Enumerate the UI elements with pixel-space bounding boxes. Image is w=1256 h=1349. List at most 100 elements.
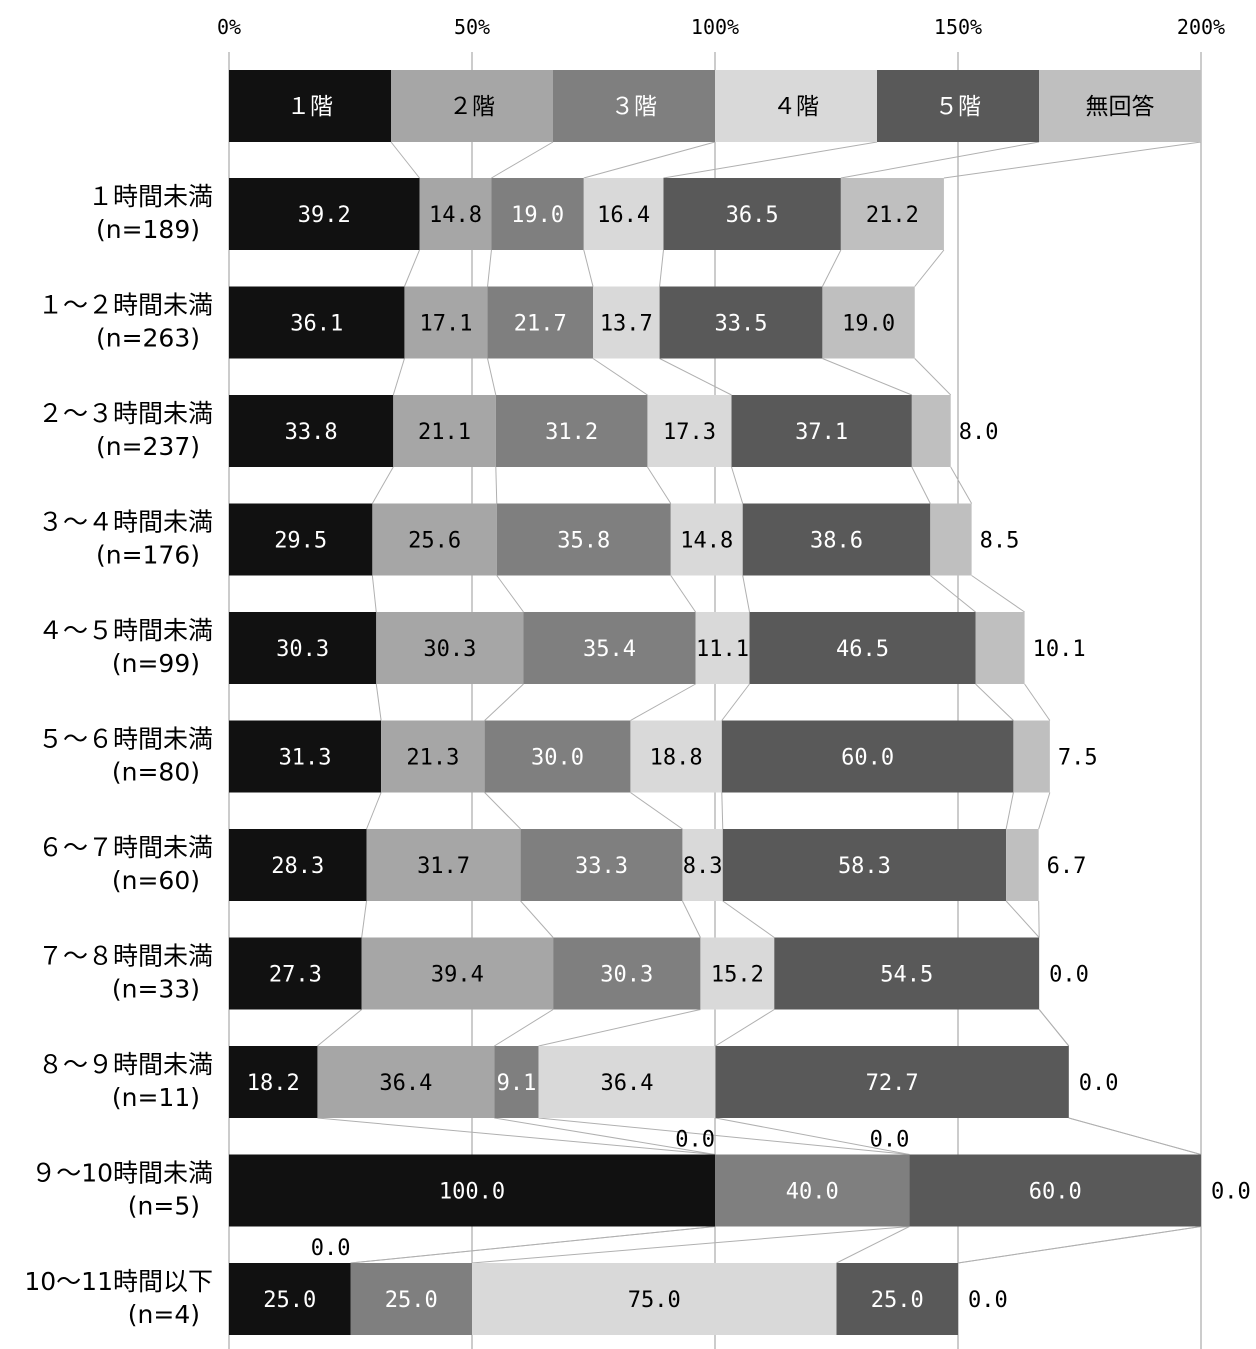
data-label: 35.8 [557, 529, 610, 554]
connector-line [836, 1226, 910, 1264]
bar-segment [822, 286, 915, 359]
row-label: ７～８時間未満 [38, 942, 213, 971]
bar-segment [376, 612, 524, 684]
bar-segment [840, 178, 944, 250]
data-label: 19.0 [511, 203, 564, 228]
data-label: 18.8 [650, 746, 703, 771]
connector-line [317, 1117, 716, 1155]
data-label: 54.5 [880, 963, 933, 988]
connector-line [592, 358, 648, 396]
row-sample-size: (n=176) [96, 541, 200, 570]
row-label: ３～４時間未満 [38, 508, 213, 537]
legend-swatch [391, 70, 553, 142]
connector-line [403, 249, 420, 287]
data-label: 58.3 [838, 854, 891, 879]
data-label: 38.6 [810, 529, 863, 554]
bar-segment [520, 829, 683, 901]
gridlines [228, 52, 1202, 1349]
row-sample-size: (n=237) [96, 432, 200, 461]
connector-line [721, 683, 750, 721]
data-label: 0.0 [1049, 963, 1089, 988]
bar-segment [583, 178, 664, 250]
row-sample-size: (n=60) [112, 866, 200, 895]
data-label: 46.5 [836, 637, 889, 662]
connector-line [659, 358, 732, 396]
data-label: 15.2 [711, 963, 764, 988]
bar-segment [381, 720, 485, 793]
data-label: 16.4 [597, 203, 650, 228]
connector-line [950, 466, 973, 504]
connector-line [491, 141, 554, 179]
legend-label: ３階 [611, 94, 657, 120]
connector-line [647, 466, 672, 504]
data-label: 14.8 [680, 529, 733, 554]
x-axis-ticks: 0% 50% 100% 150% 200% [217, 15, 1225, 39]
row-label: １時間未満 [88, 182, 213, 211]
connector-line [484, 683, 524, 721]
data-label: 21.2 [866, 203, 919, 228]
data-label: 39.4 [431, 963, 484, 988]
bar-segment [721, 720, 1014, 793]
legend-label: １階 [287, 94, 333, 120]
data-label: 19.0 [842, 312, 895, 337]
data-label: 60.0 [1029, 1180, 1082, 1205]
data-label: 7.5 [1058, 746, 1098, 771]
bar-segment [647, 395, 732, 467]
connector-line [366, 792, 382, 830]
bar-segment [663, 178, 841, 250]
data-label: 0.0 [675, 1128, 715, 1153]
x-tick-label: 150% [934, 15, 982, 39]
connector-line [583, 249, 594, 287]
data-label: 17.3 [663, 420, 716, 445]
data-label: 0.0 [968, 1288, 1008, 1313]
connector-line [821, 249, 842, 287]
bar-segment [715, 1154, 910, 1227]
data-label: 60.0 [841, 746, 894, 771]
data-label: 36.4 [379, 1071, 432, 1096]
bar-segment [836, 1263, 958, 1335]
connector-line [494, 1117, 716, 1155]
bar-segment [930, 503, 972, 576]
data-label: 31.2 [545, 420, 598, 445]
data-label: 11.1 [696, 637, 749, 662]
connector-line [1038, 792, 1051, 830]
row-label: １～２時間未満 [38, 291, 213, 320]
bar-segment [495, 395, 648, 467]
data-label: 10.1 [1033, 637, 1086, 662]
data-label: 33.8 [285, 420, 338, 445]
series-connector-lines [317, 141, 1202, 1264]
bar-segment [229, 1046, 318, 1118]
bar-segment [659, 286, 823, 359]
bar-segment [742, 503, 931, 576]
connector-line [663, 141, 878, 179]
bar-segment [419, 178, 492, 250]
data-label: 0.0 [1079, 1071, 1119, 1096]
connector-line [361, 900, 368, 938]
data-label: 9.1 [497, 1071, 537, 1096]
connector-line [681, 900, 701, 938]
data-label: 36.4 [601, 1071, 654, 1096]
legend-label: 無回答 [1086, 94, 1155, 120]
bar-segment [695, 612, 750, 684]
row-label: ５～６時間未満 [38, 725, 213, 754]
x-tick-label: 0% [217, 15, 241, 39]
bar-segment [630, 720, 722, 793]
bar-segment [749, 612, 976, 684]
bar-segment [229, 178, 420, 250]
legend-swatch [877, 70, 1039, 142]
data-label: 0.0 [311, 1236, 351, 1261]
connector-line [375, 683, 382, 721]
connector-line [484, 792, 521, 830]
connector-line [715, 1009, 775, 1047]
data-label: 25.6 [408, 529, 461, 554]
row-sample-size: (n=11) [112, 1083, 200, 1112]
data-label: 37.1 [795, 420, 848, 445]
bar-segment [496, 503, 671, 576]
connector-line [630, 683, 696, 721]
data-label: 8.5 [980, 529, 1020, 554]
data-label: 0.0 [1211, 1180, 1251, 1205]
bar-segment [774, 937, 1040, 1010]
row-sample-size: (n=5) [128, 1192, 200, 1221]
data-label: 17.1 [420, 312, 473, 337]
connector-line [1005, 900, 1040, 938]
